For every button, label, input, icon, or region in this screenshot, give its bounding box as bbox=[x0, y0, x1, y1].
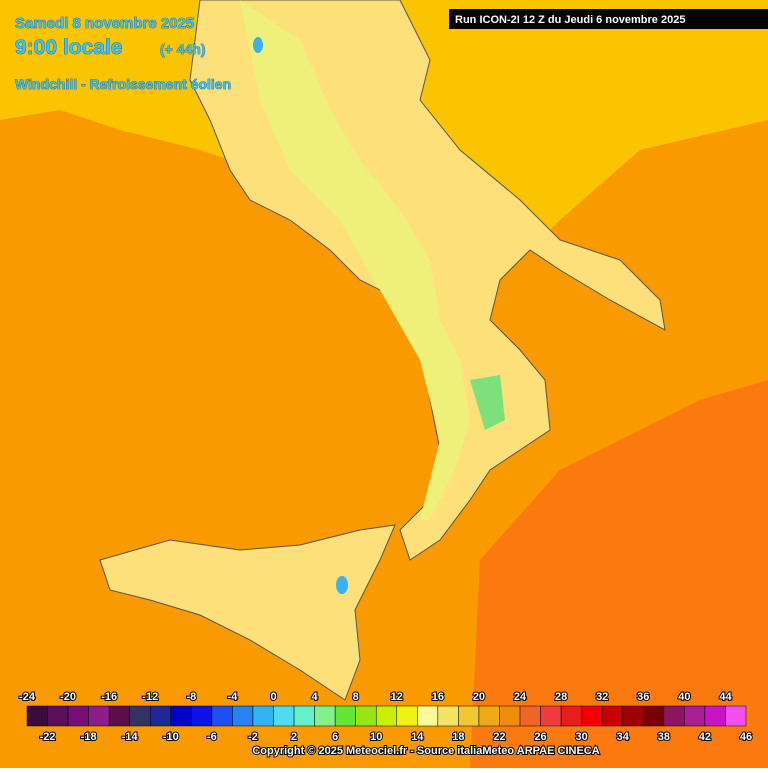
legend-tick: 26 bbox=[534, 731, 546, 743]
legend-tick: 30 bbox=[576, 731, 588, 743]
legend-swatch bbox=[314, 705, 336, 727]
legend-swatch bbox=[191, 705, 213, 727]
legend-tick: 18 bbox=[452, 731, 464, 743]
legend-swatch bbox=[478, 705, 500, 727]
legend-swatch bbox=[560, 705, 582, 727]
legend-tick: 34 bbox=[617, 731, 630, 743]
legend-tick: -10 bbox=[163, 731, 179, 743]
legend-tick: 2 bbox=[291, 731, 297, 743]
legend-tick: 6 bbox=[332, 731, 338, 743]
legend-tick: -24 bbox=[19, 691, 36, 703]
legend-tick: 4 bbox=[312, 691, 319, 703]
legend-tick: 24 bbox=[514, 691, 527, 703]
legend-tick: 28 bbox=[555, 691, 567, 703]
legend-swatch bbox=[252, 705, 274, 727]
legend-swatch bbox=[581, 705, 603, 727]
sila-cold-area bbox=[470, 375, 505, 430]
legend-swatch bbox=[67, 705, 89, 727]
legend-swatch bbox=[47, 705, 69, 727]
legend-swatch bbox=[519, 705, 541, 727]
legend-tick: 32 bbox=[596, 691, 608, 703]
legend-tick: 0 bbox=[270, 691, 276, 703]
legend-tick: -14 bbox=[122, 731, 139, 743]
legend-tick: -16 bbox=[101, 691, 117, 703]
legend-tick: -20 bbox=[60, 691, 76, 703]
legend-tick: 16 bbox=[432, 691, 444, 703]
legend-swatch bbox=[108, 705, 130, 727]
legend-swatch bbox=[684, 705, 706, 727]
legend-tick: 38 bbox=[658, 731, 670, 743]
legend-tick: 10 bbox=[370, 731, 382, 743]
legend-tick: -4 bbox=[228, 691, 239, 703]
legend-swatch bbox=[499, 705, 521, 727]
legend-tick: 20 bbox=[473, 691, 485, 703]
legend-tick: -18 bbox=[81, 731, 97, 743]
run-info: Run ICON-2I 12 Z du Jeudi 6 novembre 202… bbox=[455, 14, 685, 26]
legend-swatch bbox=[437, 705, 459, 727]
legend-tick: 40 bbox=[678, 691, 690, 703]
legend-swatch bbox=[417, 705, 439, 727]
legend-swatch bbox=[355, 705, 377, 727]
sicily bbox=[99, 524, 396, 701]
legend-tick: -12 bbox=[142, 691, 158, 703]
legend-swatch bbox=[601, 705, 623, 727]
legend-swatch bbox=[396, 705, 418, 727]
legend-swatch bbox=[704, 705, 726, 727]
legend-swatch bbox=[540, 705, 562, 727]
lead-time: (+ 44h) bbox=[160, 41, 206, 57]
legend: -24-22-20-18-16-14-12-10-8-6-4-202468101… bbox=[18, 690, 753, 744]
legend-swatch bbox=[88, 705, 110, 727]
product: Windchill - Refroissement éolien bbox=[15, 76, 231, 92]
legend-tick: -6 bbox=[207, 731, 217, 743]
legend-swatch bbox=[211, 705, 233, 727]
copyright: Copyright © 2025 Meteociel.fr - Source i… bbox=[252, 745, 599, 757]
legend-tick: 12 bbox=[391, 691, 403, 703]
legend-tick: -2 bbox=[248, 731, 258, 743]
mountain-cold-spot bbox=[253, 37, 263, 53]
etna-cold-spot bbox=[336, 576, 348, 594]
warm-sea bbox=[470, 380, 768, 768]
legend-swatch bbox=[273, 705, 295, 727]
legend-tick: 14 bbox=[411, 731, 424, 743]
time: 9:00 locale bbox=[15, 36, 122, 59]
legend-swatch bbox=[622, 705, 644, 727]
legend-tick: -22 bbox=[40, 731, 56, 743]
legend-swatch bbox=[129, 705, 151, 727]
date: Samedi 8 novembre 2025 bbox=[15, 15, 194, 32]
legend-swatch bbox=[26, 705, 48, 727]
apennines bbox=[240, 0, 470, 520]
legend-tick: 8 bbox=[353, 691, 359, 703]
run-box bbox=[449, 9, 768, 29]
legend-swatch bbox=[643, 705, 665, 727]
legend-swatch bbox=[458, 705, 480, 727]
legend-tick: 46 bbox=[740, 731, 752, 743]
legend-tick: 44 bbox=[719, 691, 732, 703]
legend-swatch bbox=[334, 705, 356, 727]
legend-swatch bbox=[663, 705, 685, 727]
legend-tick: 22 bbox=[493, 731, 505, 743]
legend-swatch bbox=[293, 705, 315, 727]
legend-swatch bbox=[232, 705, 254, 727]
legend-tick: 42 bbox=[699, 731, 711, 743]
legend-tick: 36 bbox=[637, 691, 649, 703]
legend-swatch bbox=[375, 705, 398, 727]
legend-swatch bbox=[725, 705, 747, 727]
legend-swatch bbox=[170, 705, 192, 727]
legend-swatch bbox=[150, 705, 172, 727]
legend-tick: -8 bbox=[186, 691, 196, 703]
